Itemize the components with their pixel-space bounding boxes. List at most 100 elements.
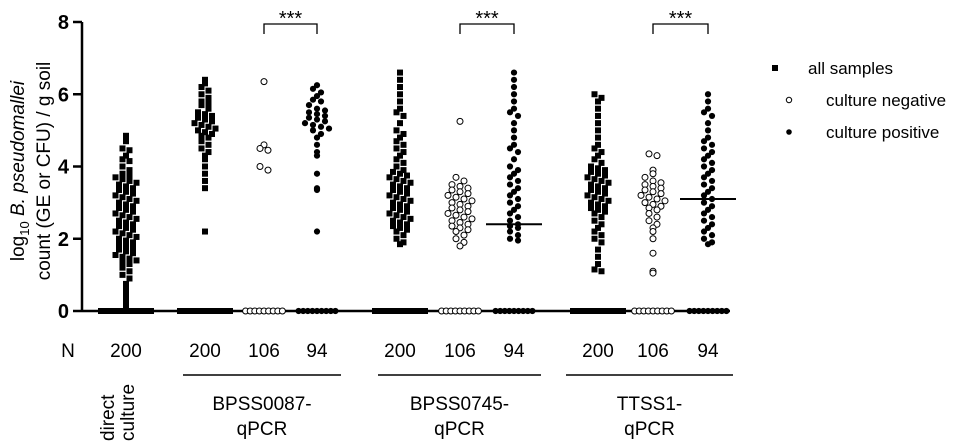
data-point — [510, 76, 518, 83]
data-point — [588, 186, 594, 193]
data-point-zero — [520, 307, 527, 315]
data-point — [591, 91, 598, 98]
data-point — [400, 149, 407, 156]
data-point — [514, 112, 522, 120]
y-axis-title-species: B. pseudomallei — [8, 80, 29, 221]
data-point — [510, 134, 518, 141]
data-point — [321, 118, 329, 125]
data-point — [119, 253, 126, 260]
data-point-zero — [118, 308, 124, 314]
data-point — [260, 78, 268, 86]
data-point — [506, 228, 514, 235]
data-point-zero — [501, 307, 508, 315]
data-point-zero — [492, 307, 499, 315]
data-point — [397, 201, 403, 208]
data-point — [602, 208, 608, 215]
data-point — [397, 241, 403, 248]
data-point — [305, 114, 313, 121]
data-point — [595, 188, 601, 195]
column-p87_all — [177, 76, 233, 314]
data-point — [198, 84, 205, 91]
data-point — [595, 183, 601, 190]
data-point — [112, 174, 119, 181]
data-point — [133, 257, 140, 264]
group-labels: direct culture BPSS0087-qPCRBPSS0745-qPCRT… — [98, 374, 733, 441]
data-point — [400, 130, 407, 137]
bracket-line — [263, 23, 318, 34]
data-point — [116, 199, 122, 206]
data-point-zero — [222, 308, 228, 314]
data-point — [313, 228, 321, 235]
data-point — [317, 130, 325, 138]
data-point — [126, 275, 133, 282]
data-point — [390, 223, 396, 230]
y-axis-title-subscript: 10 — [17, 221, 32, 235]
data-point — [397, 84, 403, 91]
data-point — [321, 112, 329, 120]
data-point-zero — [113, 308, 119, 314]
data-point — [591, 176, 598, 183]
data-point — [641, 199, 649, 207]
data-point — [198, 98, 205, 105]
data-point — [641, 186, 649, 194]
data-point — [397, 91, 403, 98]
data-point-zero — [417, 308, 423, 314]
data-point-zero — [217, 308, 223, 314]
data-point — [123, 152, 129, 159]
data-point — [123, 237, 129, 244]
n-value: 94 — [306, 341, 328, 362]
data-point — [700, 174, 708, 181]
data-point-zero — [372, 308, 378, 314]
data-point — [305, 109, 313, 116]
data-point — [264, 146, 272, 154]
data-point — [393, 194, 400, 201]
data-point-zero — [148, 308, 154, 314]
group-label-line: BPSS0745- — [410, 394, 509, 415]
data-point — [116, 223, 122, 230]
y-axis-title-log: log — [8, 236, 29, 261]
data-point — [195, 127, 201, 134]
column-p745_pos — [492, 69, 536, 315]
data-point — [456, 242, 464, 250]
data-point — [397, 188, 403, 195]
data-point — [123, 224, 129, 231]
data-point — [456, 117, 464, 125]
significance-bracket: *** — [459, 8, 515, 34]
data-point-zero — [323, 307, 330, 315]
data-point — [119, 176, 126, 183]
data-point — [407, 179, 414, 186]
data-point — [595, 165, 601, 172]
data-point-zero — [98, 308, 104, 314]
data-point — [116, 235, 122, 242]
data-point — [584, 174, 591, 181]
data-point — [704, 105, 712, 112]
data-point — [317, 89, 325, 96]
data-point — [448, 222, 456, 230]
data-point — [595, 127, 601, 134]
data-point — [130, 185, 136, 192]
data-point — [397, 219, 403, 226]
data-point — [506, 192, 514, 199]
column-ttss_neg — [631, 150, 675, 315]
data-point-zero — [422, 308, 428, 314]
data-point — [133, 233, 140, 240]
legend: all samples culture negative culture posit… — [772, 59, 946, 142]
data-point-zero — [600, 308, 606, 314]
data-point-zero — [392, 308, 398, 314]
group-label-line: BPSS0087- — [212, 394, 311, 415]
data-point — [133, 179, 140, 186]
data-point — [708, 195, 716, 203]
data-point — [205, 94, 212, 101]
data-point — [514, 203, 522, 210]
data-point — [506, 235, 514, 242]
column-p87_neg — [242, 78, 286, 315]
data-point — [205, 105, 212, 112]
data-point — [460, 213, 468, 221]
data-point — [123, 302, 129, 309]
data-point — [598, 239, 605, 246]
data-point — [386, 174, 393, 181]
data-point — [119, 163, 126, 170]
data-point — [595, 224, 601, 231]
data-point-zero — [177, 308, 183, 314]
data-point-zero — [143, 308, 149, 314]
